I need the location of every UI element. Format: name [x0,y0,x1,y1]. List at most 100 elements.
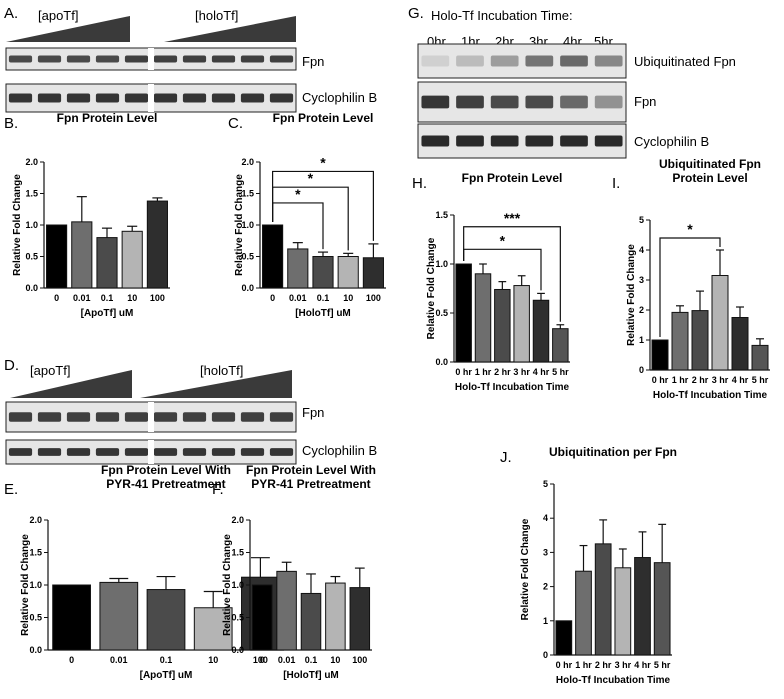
chart-i-bar-4 [731,317,749,371]
chart-c-bar-3 [337,256,359,289]
chart-h-xlabel-0: Holo-Tf Incubation Time [455,382,570,393]
blot-panel-d: D. [apoTf] [holoTf] Fpn Cyclophilin B [4,357,377,465]
chart-i-title-line-1: Protein Level [672,171,747,185]
blot-a-band-r1-l1 [37,93,62,103]
blot-d-row-label-fpn: Fpn [302,405,324,420]
panel-label-c: C. [228,115,243,132]
chart-c-title-line-0: Fpn Protein Level [273,111,374,125]
chart-i-bar-3 [711,275,729,371]
blot-g-strip-0 [417,43,627,79]
blot-d-band-r1-l8 [240,448,265,456]
chart-j-ytick-label-3: 3 [543,547,548,557]
chart-c-xtick-label-1: 0.01 [289,293,307,303]
blot-d-group-apotf: [apoTf] [30,363,70,378]
blot-a-band-r0-l8 [240,55,265,63]
blot-d-row-label-cyclophilin: Cyclophilin B [302,443,377,458]
chart-h-ytick-label-2: 1.0 [435,259,448,269]
chart-i-bar-5 [751,344,769,371]
blot-d-band-r0-l0 [8,412,33,422]
blot-a-holotf-gradient-wedge [164,16,296,42]
chart-i-ytick-label-1: 1 [639,335,644,345]
chart-b-xtick-label-4: 100 [150,293,165,303]
chart-f-ylabel: Relative Fold Change [222,534,233,636]
chart-h-xtick-label-1: 1 hr [475,367,492,377]
blot-d-apotf-gradient-wedge [10,370,132,398]
chart-b-xtick-label-1: 0.01 [73,293,91,303]
panel-label-i: I. [612,175,620,192]
blot-a-band-r1-l2 [66,93,91,103]
chart-c: C. Fpn Protein Level 0.0 0.5 1.0 1.5 2.0 Relati… [228,111,386,319]
chart-i-sig-bracket-0 [659,237,721,337]
chart-h-ytick-label-3: 1.5 [435,210,448,220]
blot-a-group-apotf: [apoTf] [38,8,78,23]
blot-d-band-r0-l3 [95,412,120,422]
chart-h-bar-3 [513,285,530,363]
chart-e-xtick-label-0: 0 [69,655,74,665]
chart-b-ytick-label-0: 0.0 [25,283,38,293]
blot-g-band-r2-l5 [594,135,623,147]
blot-a-apotf-gradient-wedge [6,16,130,42]
chart-f-ytick-label-0: 0.0 [231,645,244,655]
chart-i-xtick-label-3: 3 hr [712,375,729,385]
chart-b-xtick-label-3: 10 [127,293,137,303]
chart-j-bar-2 [594,543,612,656]
chart-j-bar-5 [653,562,671,656]
chart-j-xtick-label-2: 2 hr [595,660,612,670]
chart-b-ytick-label-3: 1.5 [25,189,38,199]
blot-d-band-r1-l7 [211,448,236,456]
blot-g-band-r2-l4 [560,135,588,147]
blot-a-row-label-fpn: Fpn [302,54,324,69]
chart-h-bar-1 [474,273,492,363]
chart-e-ytick-label-1: 0.5 [29,613,42,623]
blot-d-band-r0-l1 [37,412,62,422]
chart-c-ylabel: Relative Fold Change [234,174,245,276]
chart-j-ytick-label-1: 1 [543,616,548,626]
chart-f-xtick-label-3: 10 [330,655,340,665]
chart-f-xtick-label-1: 0.01 [278,655,296,665]
chart-j-ytick-label-0: 0 [543,650,548,660]
chart-e-ytick-label-2: 1.0 [29,580,42,590]
chart-c-sig-label-0: * [295,186,301,202]
chart-f-bar-3 [325,582,346,651]
chart-b-ylabel: Relative Fold Change [12,174,23,276]
chart-e-ylabel: Relative Fold Change [20,534,31,636]
blot-panel-a: A. [apoTf] [holoTf] Fpn Cyclophilin B [4,5,377,113]
chart-c-sig-label-2: * [320,154,326,170]
blot-d-band-r0-l2 [66,412,91,422]
chart-f-xtick-label-0: 0 [260,655,265,665]
chart-e-bar-2 [146,589,186,651]
chart-c-bar-0 [262,224,284,289]
blot-g-row-label-cyclophilin: Cyclophilin B [634,134,709,149]
chart-i-ytick-label-5: 5 [639,215,644,225]
chart-j-xtick-label-0: 0 hr [556,660,573,670]
chart-h-bar-0 [455,263,472,363]
blot-g-title: Holo-Tf Incubation Time: [431,8,573,23]
chart-i-xtick-label-1: 1 hr [672,375,689,385]
blot-d-group-gap-1 [148,440,154,464]
blot-d-band-r1-l9 [269,448,294,456]
chart-b-bar-0 [46,224,68,289]
chart-c-sig-bracket-2 [272,170,374,241]
chart-j-bar-4 [634,557,651,656]
blot-a-band-r0-l2 [66,55,91,63]
blot-g-band-r1-l0 [421,95,450,109]
chart-b-bar-4 [146,200,168,289]
chart-c-xtick-label-4: 100 [366,293,381,303]
blot-d-holotf-gradient-wedge [140,370,292,398]
blot-g-strip-1 [417,81,627,123]
chart-h-xtick-label-5: 5 hr [552,367,569,377]
blot-g-band-r1-l1 [456,95,484,109]
blot-g-row-label-ubiquitinated: Ubiquitinated Fpn [634,54,736,69]
chart-c-xlabel-0: [HoloTf] uM [295,308,351,319]
chart-c-ytick-label-3: 1.5 [241,189,254,199]
chart-f-ytick-label-2: 1.0 [231,580,244,590]
chart-h-xtick-label-4: 4 hr [533,367,550,377]
chart-h-ytick-label-1: 0.5 [435,308,448,318]
chart-i-sig-label-0: * [687,221,693,237]
blot-g-band-r1-l2 [490,95,519,109]
chart-h-bar-5 [552,328,569,363]
blot-a-band-r0-l9 [269,55,294,63]
blot-g-band-r2-l0 [421,135,450,147]
